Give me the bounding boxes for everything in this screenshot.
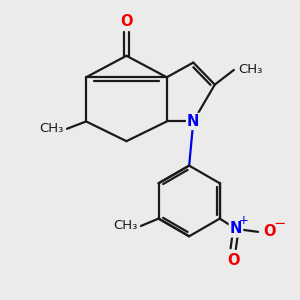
Text: O: O <box>263 224 276 239</box>
Text: CH₃: CH₃ <box>40 122 64 135</box>
Text: N: N <box>230 221 242 236</box>
Text: O: O <box>227 253 239 268</box>
Text: N: N <box>187 114 200 129</box>
Text: O: O <box>120 14 133 29</box>
Text: CH₃: CH₃ <box>238 63 263 76</box>
Text: −: − <box>273 216 285 231</box>
Text: CH₃: CH₃ <box>114 220 138 232</box>
Text: +: + <box>238 214 248 227</box>
